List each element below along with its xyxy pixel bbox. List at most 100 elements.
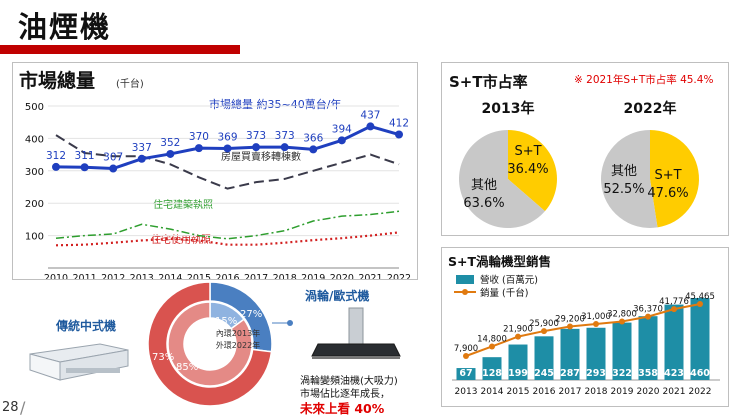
y-tick-label: 200 xyxy=(25,199,44,210)
x-tick-label: 2013 xyxy=(130,273,154,279)
volume-value-label: 25,900 xyxy=(529,319,559,329)
market-value-label: 337 xyxy=(132,142,152,154)
x-tick-label: 2020 xyxy=(330,273,354,279)
revenue-bar-label: 245 xyxy=(534,368,554,379)
sales-x-tick-label: 2013 xyxy=(455,387,478,397)
turbo-connector-dot xyxy=(287,320,293,326)
volume-point xyxy=(593,321,599,328)
y-tick-label: 100 xyxy=(25,232,44,243)
volume-value-label: 32,800 xyxy=(607,310,637,320)
revenue-bar-label: 287 xyxy=(560,368,580,379)
market-point xyxy=(137,154,146,163)
revenue-bar-label: 199 xyxy=(508,368,528,379)
donut-center-line2: 外環2022年 xyxy=(216,340,260,350)
volume-line xyxy=(465,303,701,357)
market-point xyxy=(194,144,203,153)
revenue-bar-label: 322 xyxy=(612,368,632,379)
volume-point xyxy=(697,301,703,307)
revenue-bar-label: 460 xyxy=(690,368,710,379)
volume-value-label: 21,900 xyxy=(503,325,533,335)
x-tick-label: 2016 xyxy=(215,273,239,279)
pie-2022-st-label: S+T xyxy=(654,168,681,183)
market-point xyxy=(80,163,89,172)
x-tick-label: 2014 xyxy=(158,273,182,279)
sales-x-tick-label: 2017 xyxy=(559,387,582,397)
volume-value-label: 41,776 xyxy=(659,297,689,307)
x-tick-label: 2012 xyxy=(101,273,125,279)
revenue-bar xyxy=(638,316,658,380)
pie-2013-slice-0 xyxy=(508,130,557,212)
market-point xyxy=(280,143,289,152)
page-number: 28 xyxy=(2,400,19,415)
share-note: ※ 2021年S+T市占率 45.4% xyxy=(574,73,713,86)
revenue-bar xyxy=(508,344,528,380)
market-value-label: 437 xyxy=(360,109,380,121)
x-tick-label: 2019 xyxy=(301,273,325,279)
sales-x-tick-label: 2019 xyxy=(611,387,634,397)
outer-turbo-pct: 27% xyxy=(240,309,262,320)
outer-traditional-pct: 73% xyxy=(152,352,174,363)
sales-x-tick-label: 2014 xyxy=(481,387,504,397)
volume-point xyxy=(671,306,677,313)
donut-center xyxy=(185,319,235,369)
revenue-bar xyxy=(612,322,632,380)
volume-value-label: 14,800 xyxy=(477,334,507,344)
revenue-bar xyxy=(534,336,554,380)
market-unit: (千台) xyxy=(116,77,144,90)
sales-x-tick-label: 2016 xyxy=(533,387,556,397)
pie-2022-slice-1 xyxy=(601,130,658,228)
share-title: S+T市占率 xyxy=(449,73,528,91)
x-tick-label: 2015 xyxy=(187,273,211,279)
turbo-desc-line1: 渦輪變頻油機(大吸力) xyxy=(300,374,398,387)
market-point xyxy=(366,122,375,131)
market-point xyxy=(309,145,318,154)
turbo-sales-panel: S+T渦輪機型銷售 營收 (百萬元) 銷量 (千台) 67 2013 128 2014… xyxy=(441,247,729,407)
page-title: 油煙機 xyxy=(18,10,112,44)
market-point xyxy=(52,162,60,171)
series-line-1 xyxy=(55,134,400,190)
pie-2013-st-label: S+T xyxy=(514,144,541,159)
market-title: 市場總量 xyxy=(19,69,95,92)
market-point xyxy=(109,164,118,173)
market-value-label: 366 xyxy=(303,132,323,144)
sales-title: S+T渦輪機型銷售 xyxy=(448,254,551,269)
revenue-bar xyxy=(664,304,684,380)
turbo-hood-label: 渦輪/歐式機 xyxy=(305,288,369,303)
turbo-desc-line3: 未來上看 40% xyxy=(299,401,385,416)
market-value-label: 312 xyxy=(46,150,66,162)
market-point xyxy=(166,149,175,158)
volume-value-label: 7,900 xyxy=(454,344,478,354)
y-tick-label: 500 xyxy=(25,102,44,113)
turbo-hood-image xyxy=(311,307,401,359)
market-total-chart: 市場總量 (千台) 市場總量 約35~40萬台/年 房屋買賣移轉棟數 住宅建築執… xyxy=(19,69,411,284)
volume-point xyxy=(645,313,651,320)
market-point xyxy=(337,136,346,145)
sales-x-tick-label: 2020 xyxy=(637,387,660,397)
series-line-2 xyxy=(55,210,400,240)
housing-series-label: 房屋買賣移轉棟數 xyxy=(221,150,301,163)
y-tick-label: 300 xyxy=(25,167,44,178)
st-share-pies: S+T市占率 ※ 2021年S+T市占率 45.4% 2013年 2022年 S… xyxy=(449,73,713,228)
x-tick-label: 2018 xyxy=(273,273,297,279)
market-value-label: 394 xyxy=(332,123,352,135)
x-tick-label: 2017 xyxy=(244,273,268,279)
pie-2013-other-label: 其他 xyxy=(471,178,497,193)
build-permit-series-label: 住宅建築執照 xyxy=(153,198,213,211)
volume-point xyxy=(489,343,495,350)
sales-x-tick-label: 2018 xyxy=(585,387,608,397)
turbo-desc-line2: 市場佔比逐年成長， xyxy=(300,387,390,400)
market-value-label: 373 xyxy=(246,130,266,142)
market-value-label: 412 xyxy=(389,118,409,130)
revenue-bar xyxy=(482,357,502,380)
market-annotation: 市場總量 約35~40萬台/年 xyxy=(209,97,341,111)
revenue-bar-label: 423 xyxy=(664,368,684,379)
donut-center-line1: 內環2013年 xyxy=(216,328,260,338)
donut-inner-segment-0 xyxy=(167,301,253,387)
pie-2013-slice-1 xyxy=(458,129,545,228)
inner-traditional-pct: 85% xyxy=(176,362,198,373)
sales-x-tick-label: 2021 xyxy=(663,387,686,397)
revenue-bar-label: 358 xyxy=(638,368,658,379)
market-total-panel: 市場總量 (千台) 市場總量 約35~40萬台/年 房屋買賣移轉棟數 住宅建築執… xyxy=(12,62,418,284)
revenue-bar xyxy=(586,327,606,380)
legend-volume-label: 銷量 (千台) xyxy=(480,287,528,299)
